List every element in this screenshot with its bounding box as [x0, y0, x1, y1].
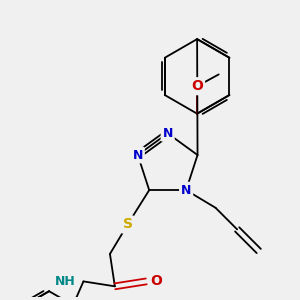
Text: N: N: [163, 127, 173, 140]
Text: O: O: [150, 274, 162, 288]
Text: NH: NH: [55, 275, 76, 288]
Text: N: N: [133, 148, 143, 161]
Text: N: N: [181, 184, 191, 196]
Text: O: O: [191, 79, 203, 93]
Text: S: S: [123, 218, 133, 232]
